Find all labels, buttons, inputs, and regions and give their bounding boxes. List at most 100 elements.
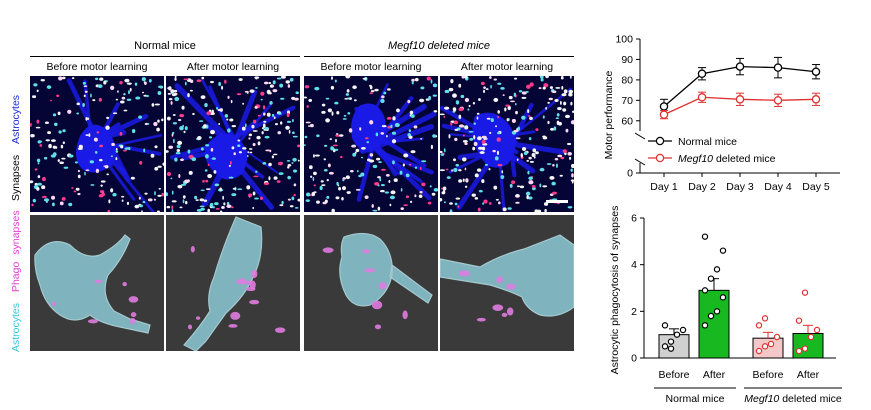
synapse-puncta xyxy=(557,154,563,158)
synapse-puncta xyxy=(455,100,460,105)
synapse-puncta xyxy=(369,153,374,157)
synapse-puncta xyxy=(286,112,290,118)
synapse-puncta xyxy=(161,118,164,122)
synapse-puncta xyxy=(30,180,34,184)
synapse-puncta xyxy=(507,105,511,111)
synapse-puncta xyxy=(191,157,196,162)
synapse-puncta xyxy=(461,157,467,162)
scale-bar xyxy=(546,200,568,203)
synapse-puncta xyxy=(371,204,374,208)
bar-marks xyxy=(658,233,824,359)
phagocytosed-synapse xyxy=(87,319,99,324)
line-x-tick-label: Day 1 xyxy=(650,181,678,193)
synapse-puncta xyxy=(189,79,194,83)
phagocytosed-synapse xyxy=(274,327,286,333)
synapse-puncta xyxy=(387,125,392,129)
synapse-puncta xyxy=(176,144,181,149)
synapse-puncta xyxy=(420,86,425,90)
synapse-puncta xyxy=(73,190,77,193)
synapse-puncta xyxy=(432,134,437,138)
synapse-puncta xyxy=(379,177,382,182)
synapse-puncta xyxy=(458,107,464,112)
synapse-puncta xyxy=(238,78,243,81)
synapse-puncta xyxy=(287,165,290,169)
synapse-puncta xyxy=(568,156,572,160)
legend-megf10-rest: deleted mice xyxy=(713,153,776,165)
synapse-puncta xyxy=(40,79,45,82)
data-point xyxy=(773,63,783,72)
synapse-puncta xyxy=(214,202,219,206)
synapse-puncta xyxy=(182,199,185,204)
synapse-puncta xyxy=(184,126,188,131)
astrocyte-body xyxy=(205,133,248,180)
phagocytosed-synapse xyxy=(476,317,486,322)
synapse-puncta xyxy=(156,210,160,212)
synapse-puncta xyxy=(90,184,95,186)
synapse-puncta xyxy=(218,122,221,126)
synapse-puncta xyxy=(542,86,546,90)
synapse-puncta xyxy=(115,147,118,151)
synapse-puncta xyxy=(226,118,229,121)
synapse-puncta xyxy=(314,86,320,91)
synapse-puncta xyxy=(410,150,416,154)
individual-point xyxy=(761,343,769,350)
synapse-puncta xyxy=(390,190,396,195)
synapse-puncta xyxy=(269,100,273,105)
synapse-puncta xyxy=(433,188,438,192)
synapse-puncta xyxy=(292,135,298,138)
individual-point xyxy=(679,326,687,334)
synapse-puncta xyxy=(464,125,469,130)
synapse-puncta xyxy=(126,82,132,85)
synapse-puncta xyxy=(387,88,391,91)
synapse-puncta xyxy=(320,180,324,183)
synapse-puncta xyxy=(174,157,178,162)
synapse-puncta xyxy=(268,176,271,181)
astrocyte-process xyxy=(378,96,414,141)
synapse-puncta xyxy=(39,144,43,147)
synapse-puncta xyxy=(329,138,332,141)
synapse-puncta xyxy=(450,78,454,84)
synapse-puncta xyxy=(386,117,392,120)
synapse-puncta xyxy=(184,179,190,184)
synapse-puncta xyxy=(325,97,330,100)
synapse-puncta xyxy=(231,206,234,209)
synapse-puncta xyxy=(378,161,382,164)
synapse-puncta xyxy=(59,201,64,206)
synapse-puncta xyxy=(166,205,171,209)
synapse-puncta xyxy=(314,154,320,157)
synapse-puncta xyxy=(426,76,431,81)
synapse-puncta xyxy=(211,109,214,114)
synapse-puncta xyxy=(383,91,387,95)
data-point xyxy=(773,96,783,105)
synapse-puncta xyxy=(207,174,213,179)
synapse-puncta xyxy=(115,157,118,161)
synapse-puncta xyxy=(207,208,211,212)
synapse-puncta xyxy=(110,188,114,193)
synapse-puncta xyxy=(57,76,63,81)
synapse-puncta xyxy=(570,120,574,125)
synapse-puncta xyxy=(92,99,96,102)
synapse-puncta xyxy=(334,148,339,151)
synapse-puncta xyxy=(209,202,214,207)
synapse-puncta xyxy=(266,112,271,117)
bar-ylabel: Astrocytic phagocytosis of synapses xyxy=(609,206,621,375)
synapse-puncta xyxy=(304,85,310,89)
individual-point xyxy=(755,322,763,329)
synapse-puncta xyxy=(37,175,41,179)
line-x-tick-label: Day 3 xyxy=(726,181,754,193)
synapse-puncta xyxy=(297,198,300,202)
synapse-puncta xyxy=(325,118,330,123)
synapse-puncta xyxy=(271,155,275,159)
phagocytosed-synapse xyxy=(458,270,470,277)
synapse-puncta xyxy=(520,153,523,158)
synapse-puncta xyxy=(403,204,408,207)
phagocytosed-synapse xyxy=(378,282,387,290)
synapse-puncta xyxy=(478,189,483,193)
synapse-puncta xyxy=(210,129,215,135)
synapse-puncta xyxy=(85,169,90,172)
synapse-puncta xyxy=(88,133,91,137)
synapse-puncta xyxy=(538,87,542,90)
synapse-puncta xyxy=(50,99,52,102)
synapse-puncta xyxy=(341,196,344,201)
synapse-puncta xyxy=(260,98,263,101)
